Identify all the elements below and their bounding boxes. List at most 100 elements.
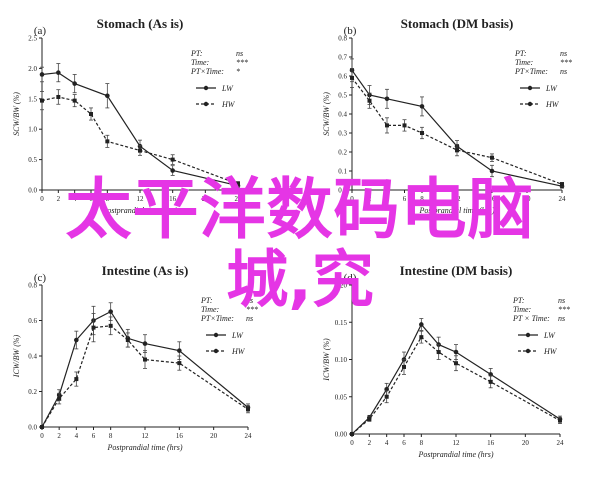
legend-label: LW xyxy=(231,331,244,340)
legend-marker xyxy=(213,348,219,354)
y-tick-label: 1.5 xyxy=(28,95,37,103)
x-tick-label: 0 xyxy=(350,439,354,447)
data-point xyxy=(72,81,77,86)
x-tick-label: 4 xyxy=(385,195,389,203)
data-point xyxy=(57,396,62,401)
panel-4: (d) Intestine (DM basis) 0.00 0.05 0.10 0.15 0… xyxy=(322,263,570,459)
y-axis-label: SCW/BW (%) xyxy=(12,92,21,136)
y-tick-label: 0.8 xyxy=(338,35,347,43)
data-point xyxy=(350,432,354,436)
data-point xyxy=(72,98,77,103)
y-tick-label: 0.2 xyxy=(338,149,347,157)
data-point xyxy=(105,139,110,144)
legend-marker xyxy=(213,332,219,338)
y-tick-label: 0.15 xyxy=(335,319,348,327)
panel-label: (c) xyxy=(34,272,47,284)
stat-value: ns xyxy=(246,314,253,323)
data-point xyxy=(142,341,148,346)
data-point xyxy=(385,123,389,128)
panel-1: (a) Stomach (As is)0.00.51.01.52.02.50 2 4 6… xyxy=(12,16,248,215)
y-tick-label: 2.5 xyxy=(28,35,37,43)
y-tick-label: 0.7 xyxy=(338,54,347,62)
x-tick-label: 20 xyxy=(524,195,532,203)
legend-label: HW xyxy=(231,347,246,356)
stat-value: *** xyxy=(246,305,258,314)
data-point xyxy=(143,357,147,362)
legend-marker xyxy=(527,101,533,107)
data-point xyxy=(56,70,61,75)
data-point xyxy=(454,361,458,366)
stat-value: ns xyxy=(246,296,253,305)
stat-value: *** xyxy=(558,305,570,314)
legend-label: HW xyxy=(545,100,560,109)
series-lw xyxy=(349,318,563,437)
data-point xyxy=(40,98,44,103)
series-hw xyxy=(350,330,562,436)
data-point xyxy=(367,417,372,422)
data-point xyxy=(170,168,175,173)
panel-title: Intestine (As is) xyxy=(102,263,189,278)
data-point xyxy=(56,94,61,99)
legend-marker xyxy=(203,85,209,91)
legend-marker xyxy=(525,332,531,338)
x-tick-label: 2 xyxy=(368,439,372,447)
y-tick-label: 0.1 xyxy=(338,168,347,176)
series-hw xyxy=(40,89,240,187)
panel-title: Stomach (As is) xyxy=(97,16,184,31)
series-lw xyxy=(349,58,565,189)
stat-label: PT×Time: xyxy=(200,314,234,323)
stat-label: PT: xyxy=(514,49,527,58)
x-tick-label: 6 xyxy=(92,432,96,440)
x-tick-label: 12 xyxy=(142,432,150,440)
stat-label: PT×Time: xyxy=(514,67,548,76)
series-line xyxy=(41,96,239,185)
data-point xyxy=(89,112,93,116)
legend-label: HW xyxy=(543,347,558,356)
legend-marker xyxy=(525,348,531,354)
x-tick-label: 12 xyxy=(454,195,462,203)
data-point xyxy=(74,337,79,343)
data-point xyxy=(384,394,389,399)
x-tick-label: 20 xyxy=(210,432,218,440)
data-point xyxy=(420,131,424,135)
stat-value: ns xyxy=(236,49,243,58)
y-tick-label: 0.10 xyxy=(335,356,348,364)
stat-value: * xyxy=(236,67,240,76)
data-point xyxy=(138,148,142,153)
panel-3: (c) Intestine (As is)0.00.20.40.60.80 2 4 6 8… xyxy=(12,263,258,452)
panel-label: (a) xyxy=(34,25,47,37)
y-axis-label: SCW/BW (%) xyxy=(322,92,331,136)
series-line xyxy=(41,310,249,428)
legend-label: LW xyxy=(545,84,558,93)
x-tick-label: 20 xyxy=(202,195,210,203)
data-point xyxy=(488,379,493,384)
x-tick-label: 6 xyxy=(402,439,406,447)
x-tick-label: 12 xyxy=(137,195,145,203)
x-tick-label: 24 xyxy=(245,432,253,440)
y-tick-label: 0.8 xyxy=(28,282,37,290)
legend-marker xyxy=(203,101,209,107)
x-tick-label: 2 xyxy=(57,432,61,440)
data-point xyxy=(74,377,79,382)
series-hw xyxy=(350,68,564,187)
x-tick-label: 6 xyxy=(89,195,93,203)
x-tick-label: 16 xyxy=(169,195,177,203)
data-point xyxy=(453,349,459,355)
panel-2: (b) Stomach (DM basis) 0.0 0.1 0.2 0.3 0.4 0.5 0… xyxy=(322,16,572,215)
stat-value: *** xyxy=(560,58,572,67)
panel-label: (d) xyxy=(344,272,357,284)
y-tick-label: 0.00 xyxy=(335,431,348,439)
x-tick-label: 4 xyxy=(385,439,389,447)
stat-value: ns xyxy=(558,296,565,305)
stat-value: ns xyxy=(560,49,567,58)
data-point xyxy=(419,104,425,109)
y-axis-label: ICW/BW (%) xyxy=(322,338,331,382)
data-point xyxy=(490,155,494,160)
y-tick-label: 0.6 xyxy=(28,317,37,325)
panel-title: Intestine (DM basis) xyxy=(400,263,513,278)
y-tick-label: 0.05 xyxy=(335,393,348,401)
data-point xyxy=(455,148,459,153)
data-point xyxy=(177,361,182,366)
legend-label: HW xyxy=(221,100,236,109)
